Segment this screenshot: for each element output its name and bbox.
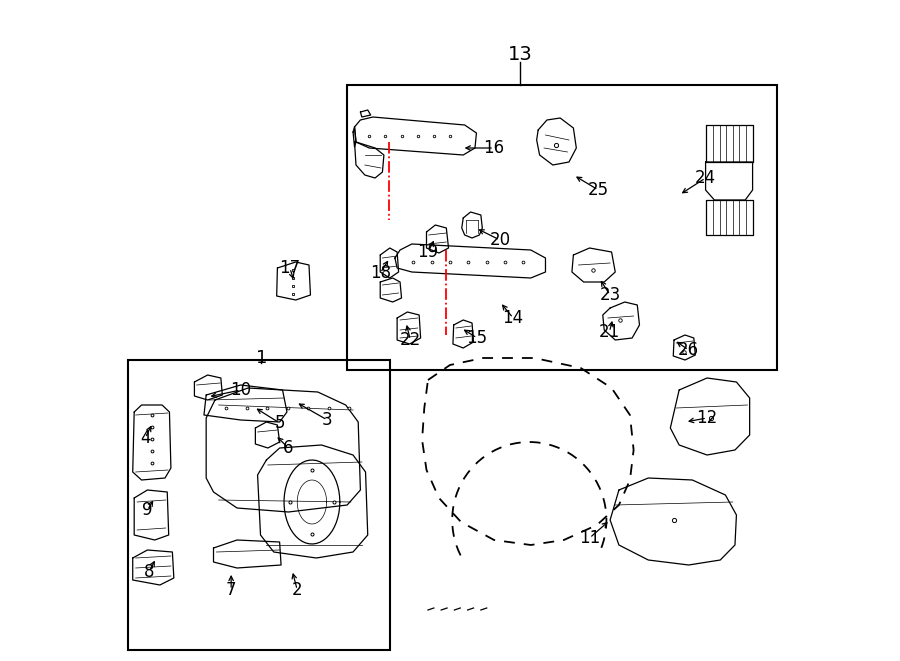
Text: 18: 18: [370, 264, 391, 282]
Text: 26: 26: [678, 341, 699, 359]
Text: 22: 22: [400, 331, 421, 349]
Text: 15: 15: [466, 329, 488, 347]
Bar: [129, 360, 390, 650]
Text: 23: 23: [599, 286, 621, 304]
Text: 4: 4: [140, 429, 150, 447]
Text: 14: 14: [502, 309, 524, 327]
Text: 2: 2: [292, 581, 302, 599]
Text: 25: 25: [588, 181, 609, 199]
Text: 20: 20: [490, 231, 510, 249]
Text: 24: 24: [695, 169, 716, 187]
Text: 1: 1: [256, 349, 267, 367]
Text: 19: 19: [418, 243, 438, 261]
Text: 12: 12: [697, 409, 717, 427]
Text: 16: 16: [483, 139, 505, 157]
Text: 21: 21: [598, 323, 620, 341]
Text: 13: 13: [508, 46, 532, 65]
Text: 11: 11: [579, 529, 600, 547]
Text: 3: 3: [322, 411, 333, 429]
Text: 10: 10: [230, 381, 251, 399]
Text: 7: 7: [226, 581, 237, 599]
Bar: [347, 85, 777, 370]
Text: 6: 6: [284, 439, 293, 457]
Text: 9: 9: [142, 501, 153, 519]
Text: 17: 17: [279, 259, 301, 277]
Text: 5: 5: [274, 414, 285, 432]
Text: 8: 8: [144, 563, 154, 581]
